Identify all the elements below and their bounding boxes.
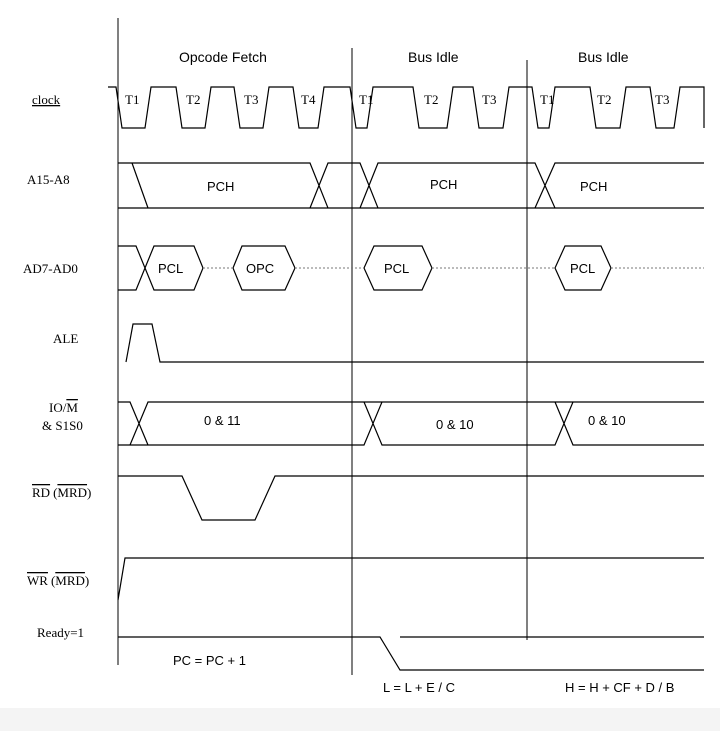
bus-value-pcl-2: PCL: [384, 261, 409, 276]
rd-waveform: [118, 475, 704, 521]
t-state-idle2-t1: T1: [540, 92, 554, 107]
signal-label-status: & S1S0: [42, 418, 83, 433]
t-state-fetch-t2: T2: [186, 92, 200, 107]
rd-open: (: [53, 485, 57, 500]
clock-waveform: [108, 86, 705, 129]
bus-value-pch-2: PCH: [430, 177, 457, 192]
phase-label-bus-idle-2: Bus Idle: [578, 49, 629, 65]
signal-label-io-m: IO/M: [49, 400, 78, 415]
operation-h-update: H = H + CF + D / B: [565, 680, 674, 695]
operation-pc-increment: PC = PC + 1: [173, 653, 246, 668]
t-state-fetch-t3: T3: [244, 92, 258, 107]
t-state-fetch-t4: T4: [301, 92, 316, 107]
signal-label-ad7-ad0: AD7-AD0: [23, 261, 78, 276]
bus-value-pch-1: PCH: [207, 179, 234, 194]
wr-name: WR: [27, 573, 48, 588]
t-state-idle1-t3: T3: [482, 92, 496, 107]
bus-value-pcl-1: PCL: [158, 261, 183, 276]
phase-label-opcode-fetch: Opcode Fetch: [179, 49, 267, 65]
wr-waveform: [117, 557, 704, 601]
bottom-band: [0, 708, 720, 731]
io-m-bar: M: [66, 400, 78, 415]
signal-label-clock: clock: [32, 92, 61, 107]
operation-l-update: L = L + E / C: [383, 680, 455, 695]
rd-name: RD: [32, 485, 50, 500]
signal-label-wr: WR (MRD): [27, 573, 89, 588]
t-state-idle1-t1: T1: [359, 92, 373, 107]
status-value-2: 0 & 10: [436, 417, 474, 432]
ready-waveform: [118, 636, 704, 671]
t-state-idle2-t3: T3: [655, 92, 669, 107]
signal-label-a15-a8: A15-A8: [27, 172, 70, 187]
addr-high-bus-line: [118, 162, 704, 209]
wr-open: (: [51, 573, 55, 588]
signal-label-ale: ALE: [53, 331, 78, 346]
t-state-idle1-t2: T2: [424, 92, 438, 107]
t-state-idle2-t2: T2: [597, 92, 611, 107]
wr-close: ): [85, 573, 89, 588]
status-value-1: 0 & 11: [204, 413, 241, 428]
wr-note-bar: MRD: [55, 573, 85, 588]
status-bus-line: [118, 401, 704, 446]
phase-label-bus-idle-1: Bus Idle: [408, 49, 459, 65]
bus-value-pcl-3: PCL: [570, 261, 595, 276]
rd-note-bar: MRD: [57, 485, 87, 500]
t-state-fetch-t1: T1: [125, 92, 139, 107]
rd-close: ): [87, 485, 91, 500]
bus-value-opc: OPC: [246, 261, 274, 276]
bus-value-pch-3: PCH: [580, 179, 607, 194]
status-value-3: 0 & 10: [588, 413, 626, 428]
ale-waveform: [125, 323, 704, 363]
signal-label-ready: Ready=1: [37, 625, 84, 640]
io-m-prefix: IO/: [49, 400, 67, 415]
signal-label-rd: RD (MRD): [32, 485, 91, 500]
